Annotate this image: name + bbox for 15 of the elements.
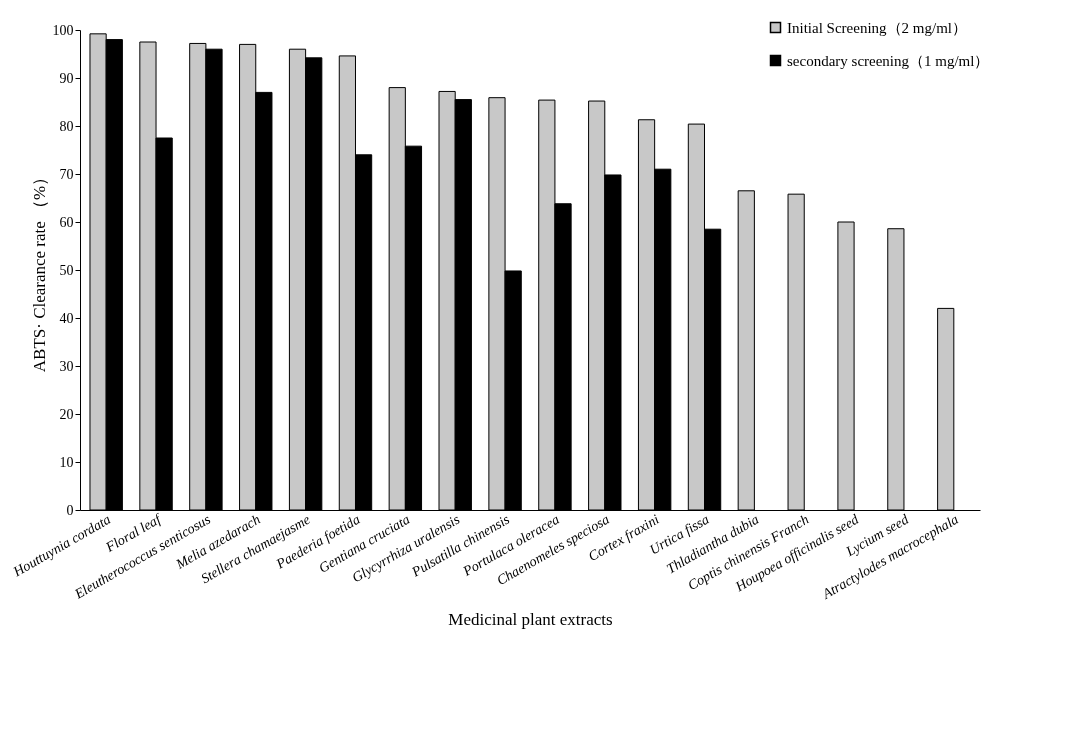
y-tick-label: 100 [52, 22, 74, 38]
legend-label: secondary screening（1 mg/ml） [787, 52, 990, 69]
y-tick-label: 30 [59, 358, 74, 374]
y-tick-label: 60 [59, 214, 74, 230]
y-tick-label: 10 [59, 454, 74, 470]
y-tick-label: 50 [59, 262, 74, 278]
x-axis-title: Medicinal plant extracts [448, 609, 613, 629]
y-tick-label: 90 [59, 70, 74, 86]
y-tick-label: 20 [59, 406, 74, 422]
y-axis-title: ABTS· Clearance rate （%） [29, 168, 49, 373]
legend-label: Initial Screening（2 mg/ml） [787, 19, 967, 36]
y-tick-label: 0 [66, 502, 74, 518]
y-tick-label: 40 [59, 310, 74, 326]
y-tick-label: 80 [59, 118, 74, 134]
y-tick-label: 70 [59, 166, 74, 182]
